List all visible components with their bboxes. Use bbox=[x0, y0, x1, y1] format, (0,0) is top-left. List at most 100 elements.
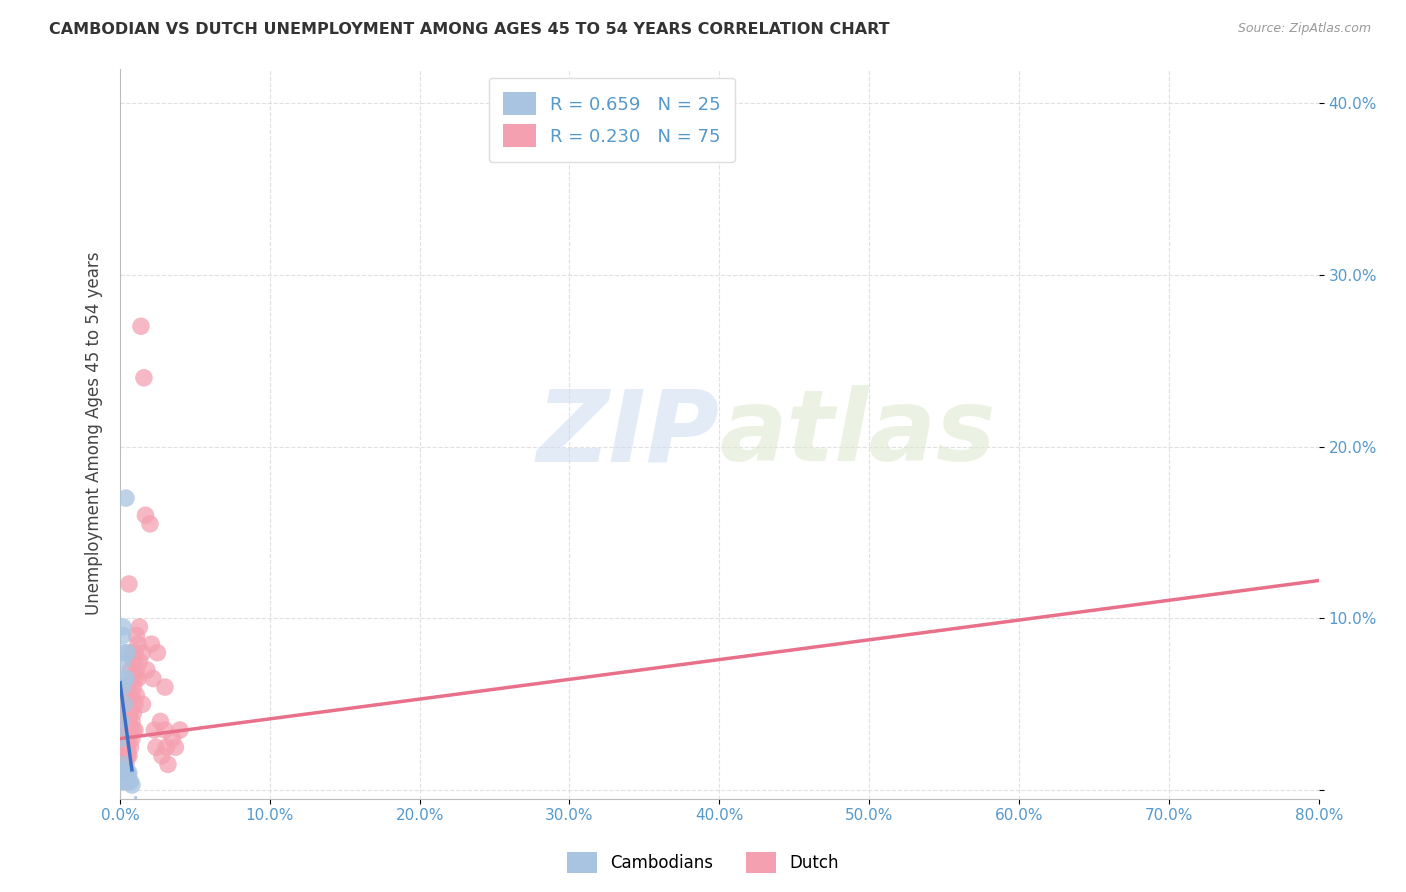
Point bbox=[132, 371, 155, 385]
Point bbox=[115, 672, 138, 686]
Point bbox=[153, 680, 176, 694]
Point bbox=[115, 740, 138, 755]
Point bbox=[122, 654, 145, 668]
Point bbox=[125, 689, 148, 703]
Point bbox=[165, 740, 187, 755]
Point bbox=[124, 698, 146, 712]
Point bbox=[118, 577, 141, 591]
Point bbox=[142, 672, 165, 686]
Point bbox=[141, 637, 163, 651]
Point bbox=[121, 646, 143, 660]
Point bbox=[110, 714, 132, 729]
Point bbox=[125, 628, 148, 642]
Point bbox=[114, 646, 136, 660]
Point bbox=[114, 774, 136, 789]
Point bbox=[111, 723, 134, 737]
Point bbox=[118, 680, 141, 694]
Point bbox=[115, 714, 138, 729]
Point bbox=[120, 774, 142, 789]
Point bbox=[117, 723, 139, 737]
Point bbox=[114, 748, 136, 763]
Point bbox=[125, 663, 148, 677]
Point bbox=[111, 757, 134, 772]
Point bbox=[143, 723, 166, 737]
Point bbox=[139, 516, 162, 531]
Point bbox=[111, 774, 134, 789]
Point bbox=[120, 706, 142, 720]
Point bbox=[117, 706, 139, 720]
Point bbox=[169, 723, 191, 737]
Point bbox=[115, 757, 138, 772]
Point bbox=[134, 508, 156, 523]
Point bbox=[120, 689, 142, 703]
Point bbox=[114, 689, 136, 703]
Text: atlas: atlas bbox=[720, 385, 995, 483]
Point bbox=[115, 763, 138, 777]
Point bbox=[115, 723, 138, 737]
Point bbox=[120, 740, 142, 755]
Text: ZIP: ZIP bbox=[536, 385, 720, 483]
Point bbox=[128, 654, 150, 668]
Point bbox=[117, 748, 139, 763]
Point bbox=[122, 706, 145, 720]
Point bbox=[114, 706, 136, 720]
Point bbox=[127, 637, 149, 651]
Point bbox=[153, 723, 176, 737]
Point bbox=[117, 689, 139, 703]
Point bbox=[111, 628, 134, 642]
Point bbox=[122, 680, 145, 694]
Point bbox=[115, 748, 138, 763]
Point bbox=[124, 672, 146, 686]
Point bbox=[120, 663, 142, 677]
Point bbox=[117, 646, 139, 660]
Point bbox=[129, 319, 152, 334]
Point bbox=[117, 766, 139, 780]
Point bbox=[121, 778, 143, 792]
Legend: R = 0.659   N = 25, R = 0.230   N = 75: R = 0.659 N = 25, R = 0.230 N = 75 bbox=[489, 78, 735, 161]
Point bbox=[122, 723, 145, 737]
Point bbox=[131, 698, 153, 712]
Point bbox=[114, 672, 136, 686]
Point bbox=[114, 766, 136, 780]
Point bbox=[115, 680, 138, 694]
Point bbox=[118, 706, 141, 720]
Point bbox=[136, 663, 159, 677]
Point bbox=[117, 766, 139, 780]
Point bbox=[110, 731, 132, 746]
Point bbox=[118, 731, 141, 746]
Point bbox=[117, 740, 139, 755]
Text: CAMBODIAN VS DUTCH UNEMPLOYMENT AMONG AGES 45 TO 54 YEARS CORRELATION CHART: CAMBODIAN VS DUTCH UNEMPLOYMENT AMONG AG… bbox=[49, 22, 890, 37]
Point bbox=[146, 646, 169, 660]
Point bbox=[121, 689, 143, 703]
Point bbox=[111, 680, 134, 694]
Point bbox=[114, 698, 136, 712]
Point bbox=[127, 672, 149, 686]
Point bbox=[115, 698, 138, 712]
Point bbox=[156, 757, 179, 772]
Point bbox=[115, 491, 138, 505]
Point bbox=[111, 714, 134, 729]
Point bbox=[121, 714, 143, 729]
Y-axis label: Unemployment Among Ages 45 to 54 years: Unemployment Among Ages 45 to 54 years bbox=[86, 252, 103, 615]
Point bbox=[131, 646, 153, 660]
Point bbox=[118, 766, 141, 780]
Point bbox=[115, 774, 138, 789]
Point bbox=[120, 723, 142, 737]
Point bbox=[110, 698, 132, 712]
Point bbox=[121, 672, 143, 686]
Point bbox=[124, 723, 146, 737]
Point bbox=[124, 646, 146, 660]
Point bbox=[149, 714, 172, 729]
Point bbox=[118, 748, 141, 763]
Point bbox=[128, 620, 150, 634]
Point bbox=[111, 654, 134, 668]
Point bbox=[117, 774, 139, 789]
Point bbox=[118, 714, 141, 729]
Legend: Cambodians, Dutch: Cambodians, Dutch bbox=[560, 846, 846, 880]
Point bbox=[111, 766, 134, 780]
Point bbox=[150, 748, 173, 763]
Point bbox=[118, 774, 141, 789]
Point bbox=[155, 740, 177, 755]
Point bbox=[114, 731, 136, 746]
Text: Source: ZipAtlas.com: Source: ZipAtlas.com bbox=[1237, 22, 1371, 36]
